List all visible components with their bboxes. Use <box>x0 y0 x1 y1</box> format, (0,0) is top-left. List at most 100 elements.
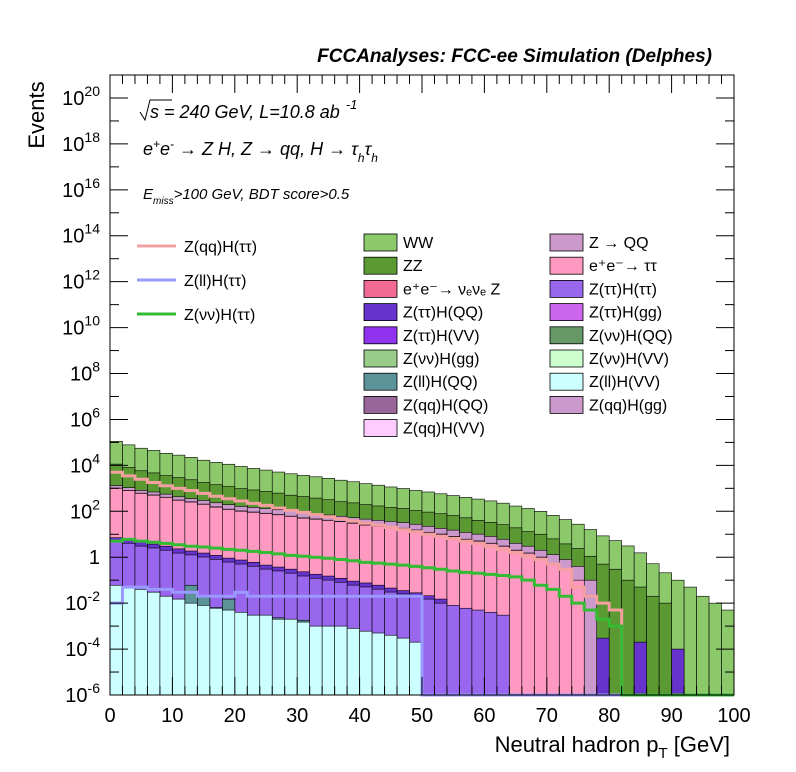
process-tau2: τ <box>365 139 373 159</box>
stacked-bars <box>109 441 735 696</box>
legend-label: Z(ll)H(QQ) <box>403 374 478 391</box>
histogram-bar <box>234 611 248 696</box>
x-tick-label: 10 <box>161 705 183 727</box>
y-tick-base: 10 <box>62 318 84 340</box>
annotations: s = 240 GeV, L=10.8 ab -1 e+e- → Z H, Z →… <box>139 97 378 207</box>
histogram-bar <box>546 563 560 696</box>
y-tick-base: 10 <box>62 180 84 202</box>
y-tick-label: 10-4 <box>65 634 100 661</box>
y-tick-label: 10-2 <box>65 588 100 615</box>
legend-label: Z(qq)H(QQ) <box>403 397 488 414</box>
legend-box-swatch <box>363 279 398 298</box>
x-tick-label: 70 <box>536 705 558 727</box>
y-tick-exp: 18 <box>84 129 100 145</box>
legend-label: Z(ll)H(ττ) <box>184 273 246 290</box>
histogram-bar <box>346 628 360 696</box>
histogram-bar <box>409 641 423 696</box>
cut-e: E <box>143 186 154 203</box>
energy-label: s = 240 GeV, L=10.8 ab -1 <box>150 97 357 122</box>
histogram-bar <box>721 609 735 696</box>
histogram-bar <box>321 625 335 696</box>
x-tick-label: 20 <box>224 705 246 727</box>
legend-box-swatch <box>363 395 398 414</box>
histogram-bar <box>459 607 473 696</box>
legend-box-swatch <box>363 349 398 368</box>
x-tick-label: 30 <box>286 705 308 727</box>
y-tick-exp: 2 <box>92 496 100 512</box>
legend-label: Z → QQ <box>589 235 649 252</box>
legend-label: Z(ττ)H(VV) <box>403 328 480 345</box>
x-axis-title: Neutral hadron pT [GeV] <box>495 732 730 762</box>
y-tick-base: 10 <box>62 134 84 156</box>
x-tick-label: 90 <box>660 705 682 727</box>
histogram-bar <box>434 602 448 696</box>
process-p2-sup: - <box>170 137 174 151</box>
histogram-bar <box>309 625 323 696</box>
process-tau-sub: h <box>358 151 365 165</box>
x-tick-label: 40 <box>348 705 370 727</box>
histogram-bar <box>621 579 635 696</box>
y-tick-base: 10 <box>65 593 87 615</box>
histogram-bar <box>633 641 647 696</box>
y-tick-exp: 6 <box>92 404 100 420</box>
process-p2: e <box>160 139 170 159</box>
legend-box-swatch <box>549 233 584 252</box>
cut-label: Emiss>100 GeV, BDT score>0.5 <box>143 186 350 207</box>
histogram-bar <box>222 609 236 696</box>
y-tick-base: 10 <box>62 226 84 248</box>
y-tick-base: 10 <box>70 364 92 386</box>
legend-box-swatch <box>549 326 584 345</box>
legend-label: Z(qq)H(gg) <box>589 397 667 414</box>
legend-box-swatch <box>549 303 584 322</box>
histogram-bar <box>259 614 273 696</box>
histogram-bar <box>396 637 410 696</box>
histogram-bar <box>197 605 211 696</box>
x-tick-label: 0 <box>104 705 115 727</box>
y-tick-exp: 4 <box>92 450 100 466</box>
histogram-bar <box>608 568 622 696</box>
y-tick-exp: 20 <box>84 83 100 99</box>
histogram-bar <box>696 595 710 696</box>
histogram-bar <box>172 598 186 696</box>
x-tick-label: 80 <box>598 705 620 727</box>
histogram-bar <box>334 625 348 696</box>
signal-line <box>110 470 734 697</box>
legend-box-swatch <box>549 372 584 391</box>
y-tick-base: 10 <box>70 409 92 431</box>
histogram-bar <box>371 632 385 696</box>
histogram-bar <box>384 634 398 696</box>
legend-box-swatch <box>549 279 584 298</box>
x-tick-label: 50 <box>411 705 433 727</box>
y-tick-label: 1010 <box>62 313 100 340</box>
legend-box-swatch <box>363 256 398 275</box>
histogram-bar <box>421 598 435 696</box>
y-tick-base: 10 <box>65 639 87 661</box>
histogram-bar <box>558 568 573 696</box>
y-tick-base: 10 <box>62 88 84 110</box>
y-tick-label: 106 <box>70 404 100 431</box>
y-tick-label: 1 <box>89 547 100 569</box>
process-p1-sup: + <box>153 137 160 151</box>
y-tick-label: 1020 <box>62 83 100 110</box>
signal-line <box>110 537 734 697</box>
y-tick-exp: 14 <box>84 221 100 237</box>
process-mid: → Z H, Z → qq, H → τ <box>174 139 359 159</box>
histogram-bar <box>683 586 697 696</box>
legend-box-swatch <box>549 349 584 368</box>
legend-label: Z(ττ)H(gg) <box>589 305 662 322</box>
histogram-bar <box>134 589 148 696</box>
histogram-bar <box>521 552 535 696</box>
histogram-bar <box>596 637 610 696</box>
legend-label: e⁺e⁻→ ττ <box>589 258 657 275</box>
histogram-bar <box>246 614 261 696</box>
legend-label: ZZ <box>403 258 423 275</box>
y-tick-exp: 8 <box>92 359 100 375</box>
process-tau2-sub: h <box>371 151 378 165</box>
histogram-bar <box>147 591 161 696</box>
histogram-bar <box>509 550 523 696</box>
x-tick-label: 100 <box>717 705 750 727</box>
y-tick-base: 10 <box>62 272 84 294</box>
y-tick-base: 10 <box>70 455 92 477</box>
energy-rest: = 240 GeV, L=10.8 ab <box>159 102 340 122</box>
x-axis-title-main: Neutral hadron p <box>495 732 659 757</box>
